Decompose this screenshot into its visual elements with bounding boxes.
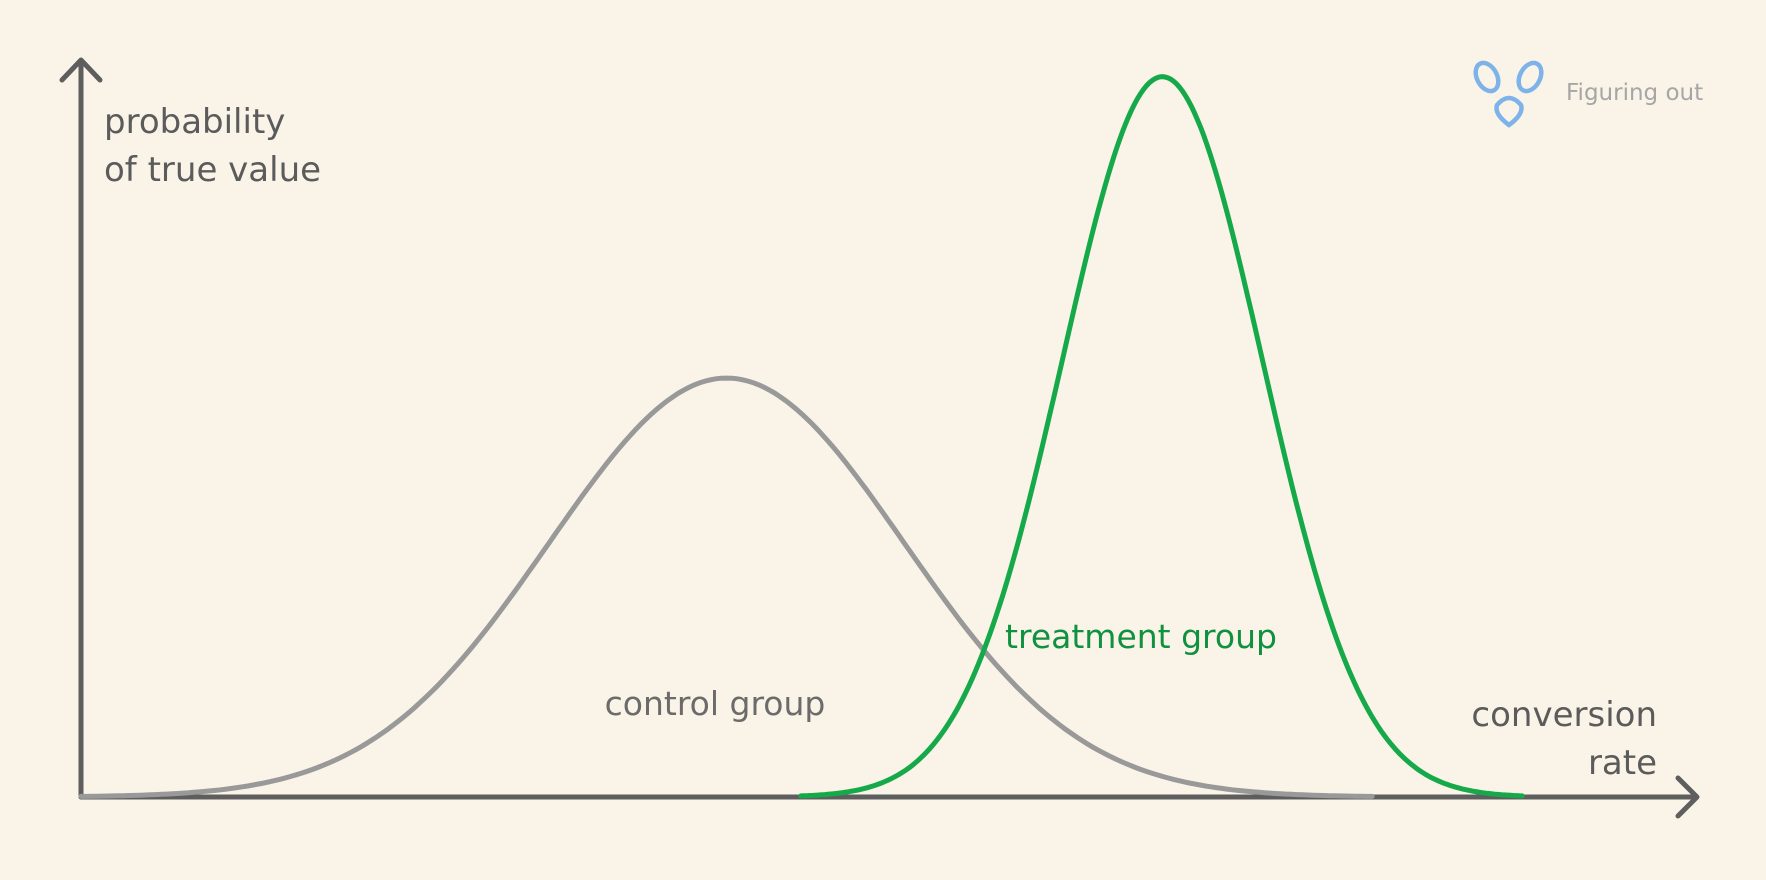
y-axis-label-line-1: probability bbox=[104, 102, 285, 142]
x-axis-label-line-1: conversion bbox=[1471, 695, 1657, 735]
y-axis-arrowhead bbox=[59, 57, 103, 83]
control-group-curve bbox=[78, 375, 1375, 799]
treatment-group-curve bbox=[798, 74, 1525, 799]
treatment-group-label: treatment group bbox=[1005, 617, 1277, 656]
x-axis-arrowhead bbox=[1675, 775, 1700, 819]
control-group-label: control group bbox=[605, 684, 826, 723]
figuring-out-logo-icon bbox=[1473, 60, 1544, 128]
brand-text: Figuring out bbox=[1566, 80, 1703, 106]
x-axis-label-line-2: rate bbox=[1588, 743, 1657, 783]
y-axis-label-line-2: of true value bbox=[104, 150, 321, 190]
